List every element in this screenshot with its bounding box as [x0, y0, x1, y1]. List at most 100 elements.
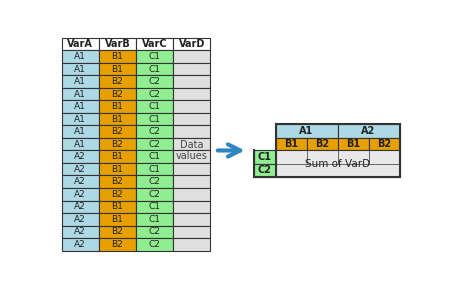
Bar [99, 150, 136, 163]
Text: B2: B2 [111, 190, 123, 199]
Text: A1: A1 [74, 102, 86, 111]
Text: A1: A1 [74, 115, 86, 124]
Text: A1: A1 [300, 126, 314, 136]
Text: C1: C1 [149, 115, 161, 124]
Text: A1: A1 [74, 127, 86, 136]
Text: B2: B2 [111, 77, 123, 86]
Text: A2: A2 [74, 215, 86, 224]
Bar [62, 213, 99, 225]
Bar [62, 225, 99, 238]
Text: B1: B1 [111, 165, 124, 174]
Text: B1: B1 [111, 152, 124, 161]
Text: C2: C2 [149, 77, 161, 86]
Text: A2: A2 [74, 227, 86, 236]
Bar [136, 38, 173, 50]
Text: C1: C1 [149, 215, 161, 224]
Text: B2: B2 [111, 227, 123, 236]
Text: B1: B1 [284, 139, 298, 149]
Bar [62, 163, 99, 176]
Bar [173, 238, 211, 251]
Bar [62, 50, 99, 63]
Bar [62, 38, 99, 50]
Bar [173, 63, 211, 76]
Text: C2: C2 [149, 227, 161, 236]
Bar [254, 150, 276, 164]
Text: A2: A2 [74, 240, 86, 249]
Text: C1: C1 [258, 152, 271, 162]
Text: C1: C1 [149, 102, 161, 111]
Bar [136, 238, 173, 251]
Text: A2: A2 [74, 177, 86, 186]
Bar [173, 138, 211, 150]
Bar [136, 213, 173, 225]
Text: A2: A2 [74, 165, 86, 174]
Text: B2: B2 [111, 140, 123, 149]
Bar [99, 63, 136, 76]
Text: A2: A2 [74, 152, 86, 161]
Bar [62, 176, 99, 188]
Bar [62, 88, 99, 100]
Bar [62, 201, 99, 213]
Text: VarA: VarA [67, 39, 93, 49]
Bar [136, 63, 173, 76]
Bar [62, 188, 99, 201]
Text: Data
values: Data values [176, 140, 208, 161]
Bar [173, 125, 211, 138]
Bar [99, 100, 136, 113]
Bar [337, 124, 400, 138]
Text: B1: B1 [111, 102, 124, 111]
Bar [99, 188, 136, 201]
Bar [99, 176, 136, 188]
Text: A1: A1 [74, 52, 86, 61]
Bar [62, 238, 99, 251]
Text: C1: C1 [149, 152, 161, 161]
Bar [173, 201, 211, 213]
Bar [62, 113, 99, 125]
Bar [173, 163, 211, 176]
Bar [62, 150, 99, 163]
Bar [307, 138, 337, 150]
Bar [99, 76, 136, 88]
Text: C1: C1 [149, 65, 161, 74]
Text: B1: B1 [111, 215, 124, 224]
Bar [136, 201, 173, 213]
Bar [254, 164, 276, 177]
Text: C2: C2 [149, 127, 161, 136]
Text: A1: A1 [74, 140, 86, 149]
Bar [62, 76, 99, 88]
Bar [99, 88, 136, 100]
Text: C2: C2 [149, 177, 161, 186]
Bar [99, 238, 136, 251]
Bar [173, 188, 211, 201]
Bar [136, 150, 173, 163]
Bar [99, 125, 136, 138]
Bar [62, 100, 99, 113]
Text: C2: C2 [149, 140, 161, 149]
Bar [62, 63, 99, 76]
Bar [276, 150, 400, 177]
Bar [173, 76, 211, 88]
Text: VarD: VarD [179, 39, 205, 49]
Bar [99, 213, 136, 225]
Text: A1: A1 [74, 90, 86, 99]
Bar [173, 213, 211, 225]
Bar [173, 150, 211, 163]
Bar [136, 176, 173, 188]
Bar [173, 38, 211, 50]
Bar [99, 113, 136, 125]
Text: C1: C1 [149, 52, 161, 61]
Bar [173, 100, 211, 113]
Text: Sum of VarD: Sum of VarD [305, 158, 370, 168]
Bar [99, 201, 136, 213]
Bar [136, 138, 173, 150]
Text: A1: A1 [74, 65, 86, 74]
Bar [99, 138, 136, 150]
Bar [276, 124, 337, 138]
Bar [136, 88, 173, 100]
Bar [136, 125, 173, 138]
Text: B1: B1 [111, 115, 124, 124]
Bar [62, 138, 99, 150]
Text: C1: C1 [149, 202, 161, 211]
Text: B2: B2 [315, 139, 329, 149]
Text: C2: C2 [149, 240, 161, 249]
